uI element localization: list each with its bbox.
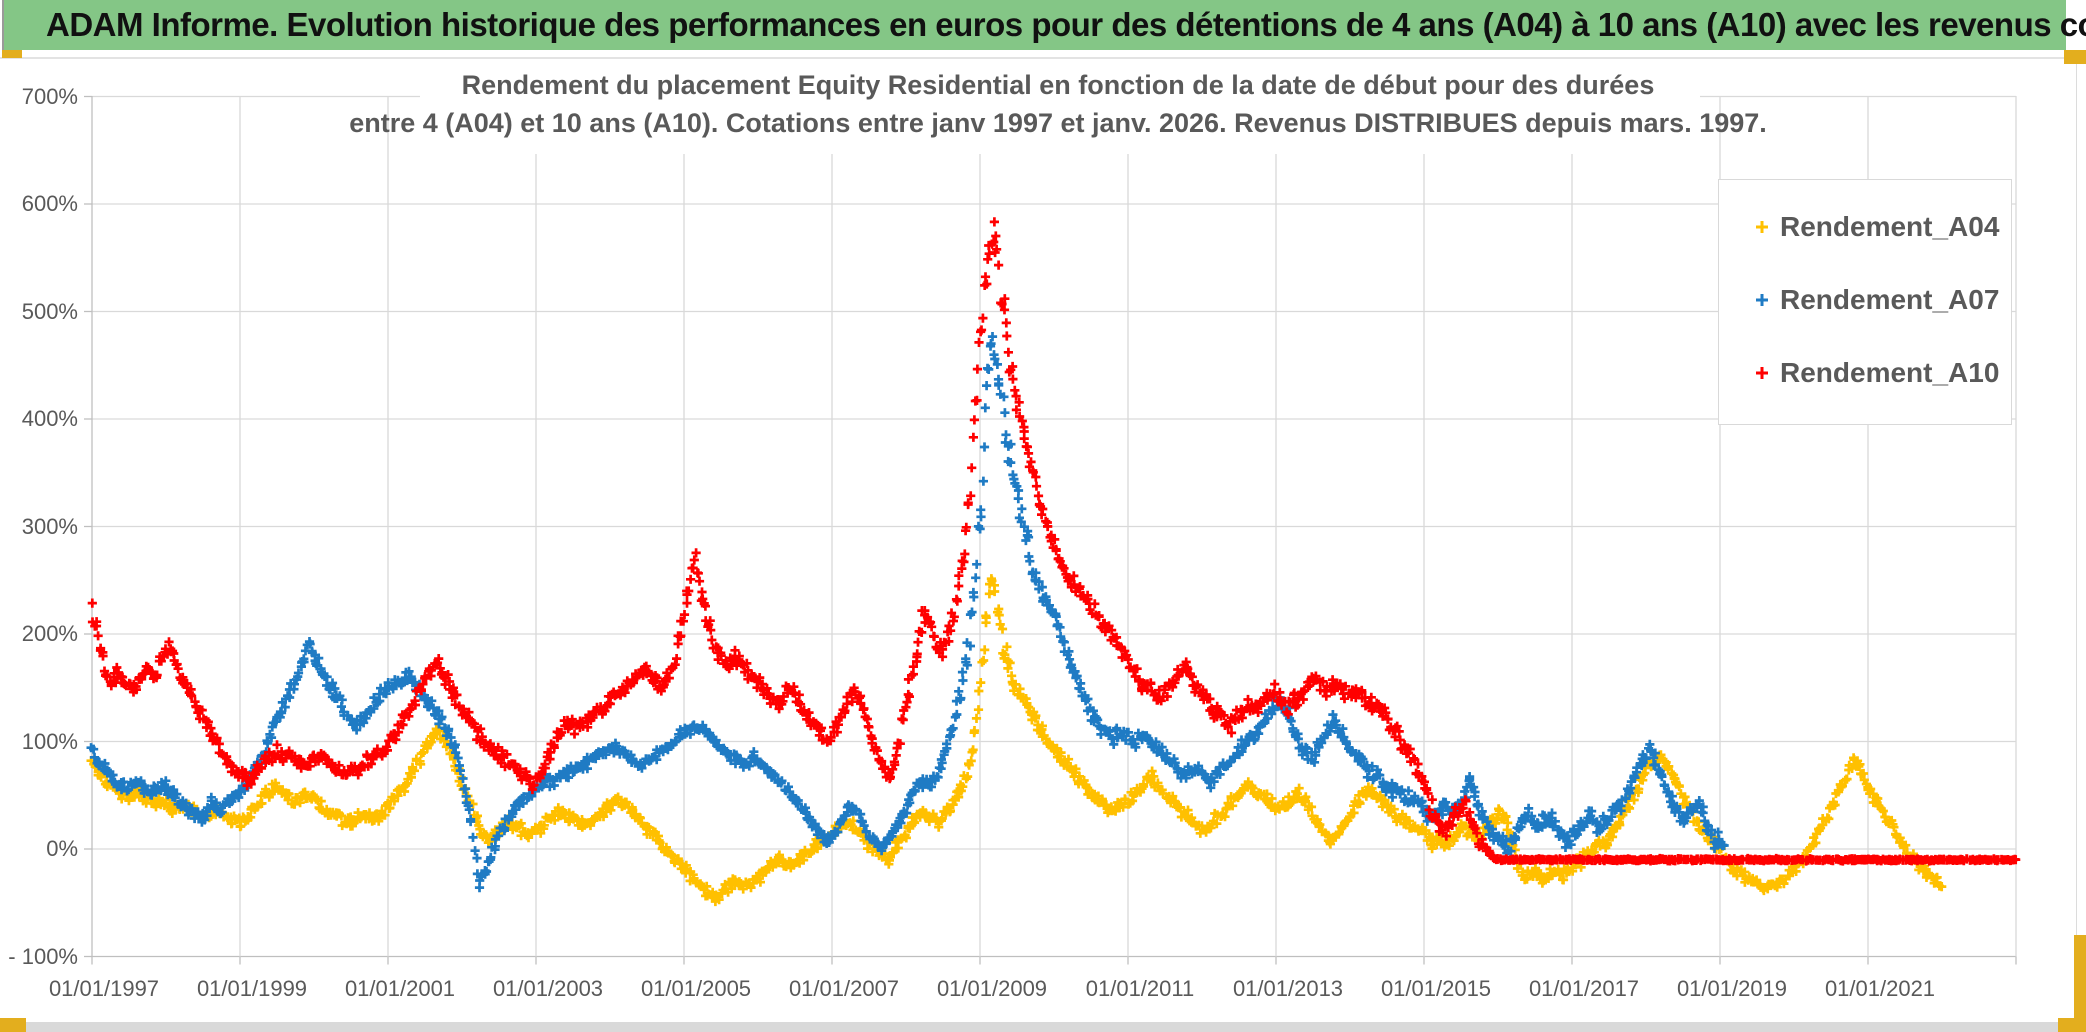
x-axis-label: 01/01/2005 (640, 976, 752, 1001)
x-axis-label: 01/01/1999 (196, 976, 308, 1001)
legend-item-rendement-a04[interactable]: Rendement_A04 (1753, 211, 2011, 243)
chart-legend[interactable]: Rendement_A04 Rendement_A07 Rendement_A10 (1718, 179, 2012, 425)
y-axis-label: 300% (21, 513, 78, 539)
legend-item-rendement-a07[interactable]: Rendement_A07 (1753, 284, 2011, 316)
y-axis-label: 400% (21, 406, 78, 431)
x-axis-label: 01/01/2015 (1380, 976, 1492, 1001)
selection-handle-bottom-right[interactable] (2058, 1018, 2086, 1032)
selection-handle-right[interactable] (2074, 935, 2086, 1019)
legend-label: Rendement_A07 (1780, 283, 2000, 315)
chart-title[interactable]: Rendement du placement Equity Residentia… (300, 66, 1816, 150)
y-axis-label: 500% (21, 298, 78, 324)
chart-title-line1: Rendement du placement Equity Residentia… (461, 70, 1655, 100)
selection-handle-bottom-left[interactable] (0, 1018, 26, 1032)
legend-plus-marker-icon (1756, 367, 1768, 380)
legend-item-rendement-a10[interactable]: Rendement_A10 (1753, 357, 2011, 389)
x-axis-label: 01/01/2021 (1824, 976, 1936, 1001)
legend-label: Rendement_A10 (1780, 357, 2000, 389)
x-axis-label: 01/01/1997 (48, 976, 160, 1001)
legend-plus-marker-icon (1756, 220, 1768, 233)
x-axis-label: 01/01/2009 (936, 976, 1048, 1001)
series-rendement-a07-points[interactable] (86, 332, 1729, 893)
x-axis-label: 01/01/2003 (492, 976, 604, 1001)
chart-object-border (2076, 60, 2077, 1020)
selection-handle-top-right[interactable] (2064, 50, 2086, 64)
legend-plus-marker-icon (1756, 293, 1768, 306)
x-axis-label: 01/01/2011 (1085, 976, 1195, 1001)
sheet-title-bar: ADAM Informe. Evolution historique des p… (2, 0, 2086, 50)
chart-title-backdrop (420, 62, 1700, 154)
y-axis-label: 600% (21, 191, 78, 216)
page-title: ADAM Informe. Evolution historique des p… (46, 6, 2086, 43)
titlebar-divider (0, 57, 2086, 59)
x-axis-label: 01/01/2019 (1676, 976, 1788, 1001)
y-axis-label: 100% (21, 728, 78, 754)
y-axis-label: 0% (46, 836, 78, 861)
y-axis-label: 200% (21, 621, 78, 646)
chart-title-line2: entre 4 (A04) et 10 ans (A10). Cotations… (349, 108, 1767, 138)
x-axis-label: 01/01/2017 (1528, 976, 1640, 1001)
series-rendement-a10-points[interactable] (87, 217, 2021, 866)
y-axis-label: - 100% (8, 943, 78, 969)
x-axis-label: 01/01/2007 (788, 976, 900, 1001)
x-axis-label: 01/01/2013 (1232, 976, 1344, 1001)
legend-label: Rendement_A04 (1780, 210, 2000, 242)
y-axis-label: 700% (21, 83, 78, 109)
sheet-bottom-strip (0, 1022, 2086, 1032)
selection-handle-top-left[interactable] (2, 50, 22, 58)
x-axis-label: 01/01/2001 (344, 976, 456, 1001)
